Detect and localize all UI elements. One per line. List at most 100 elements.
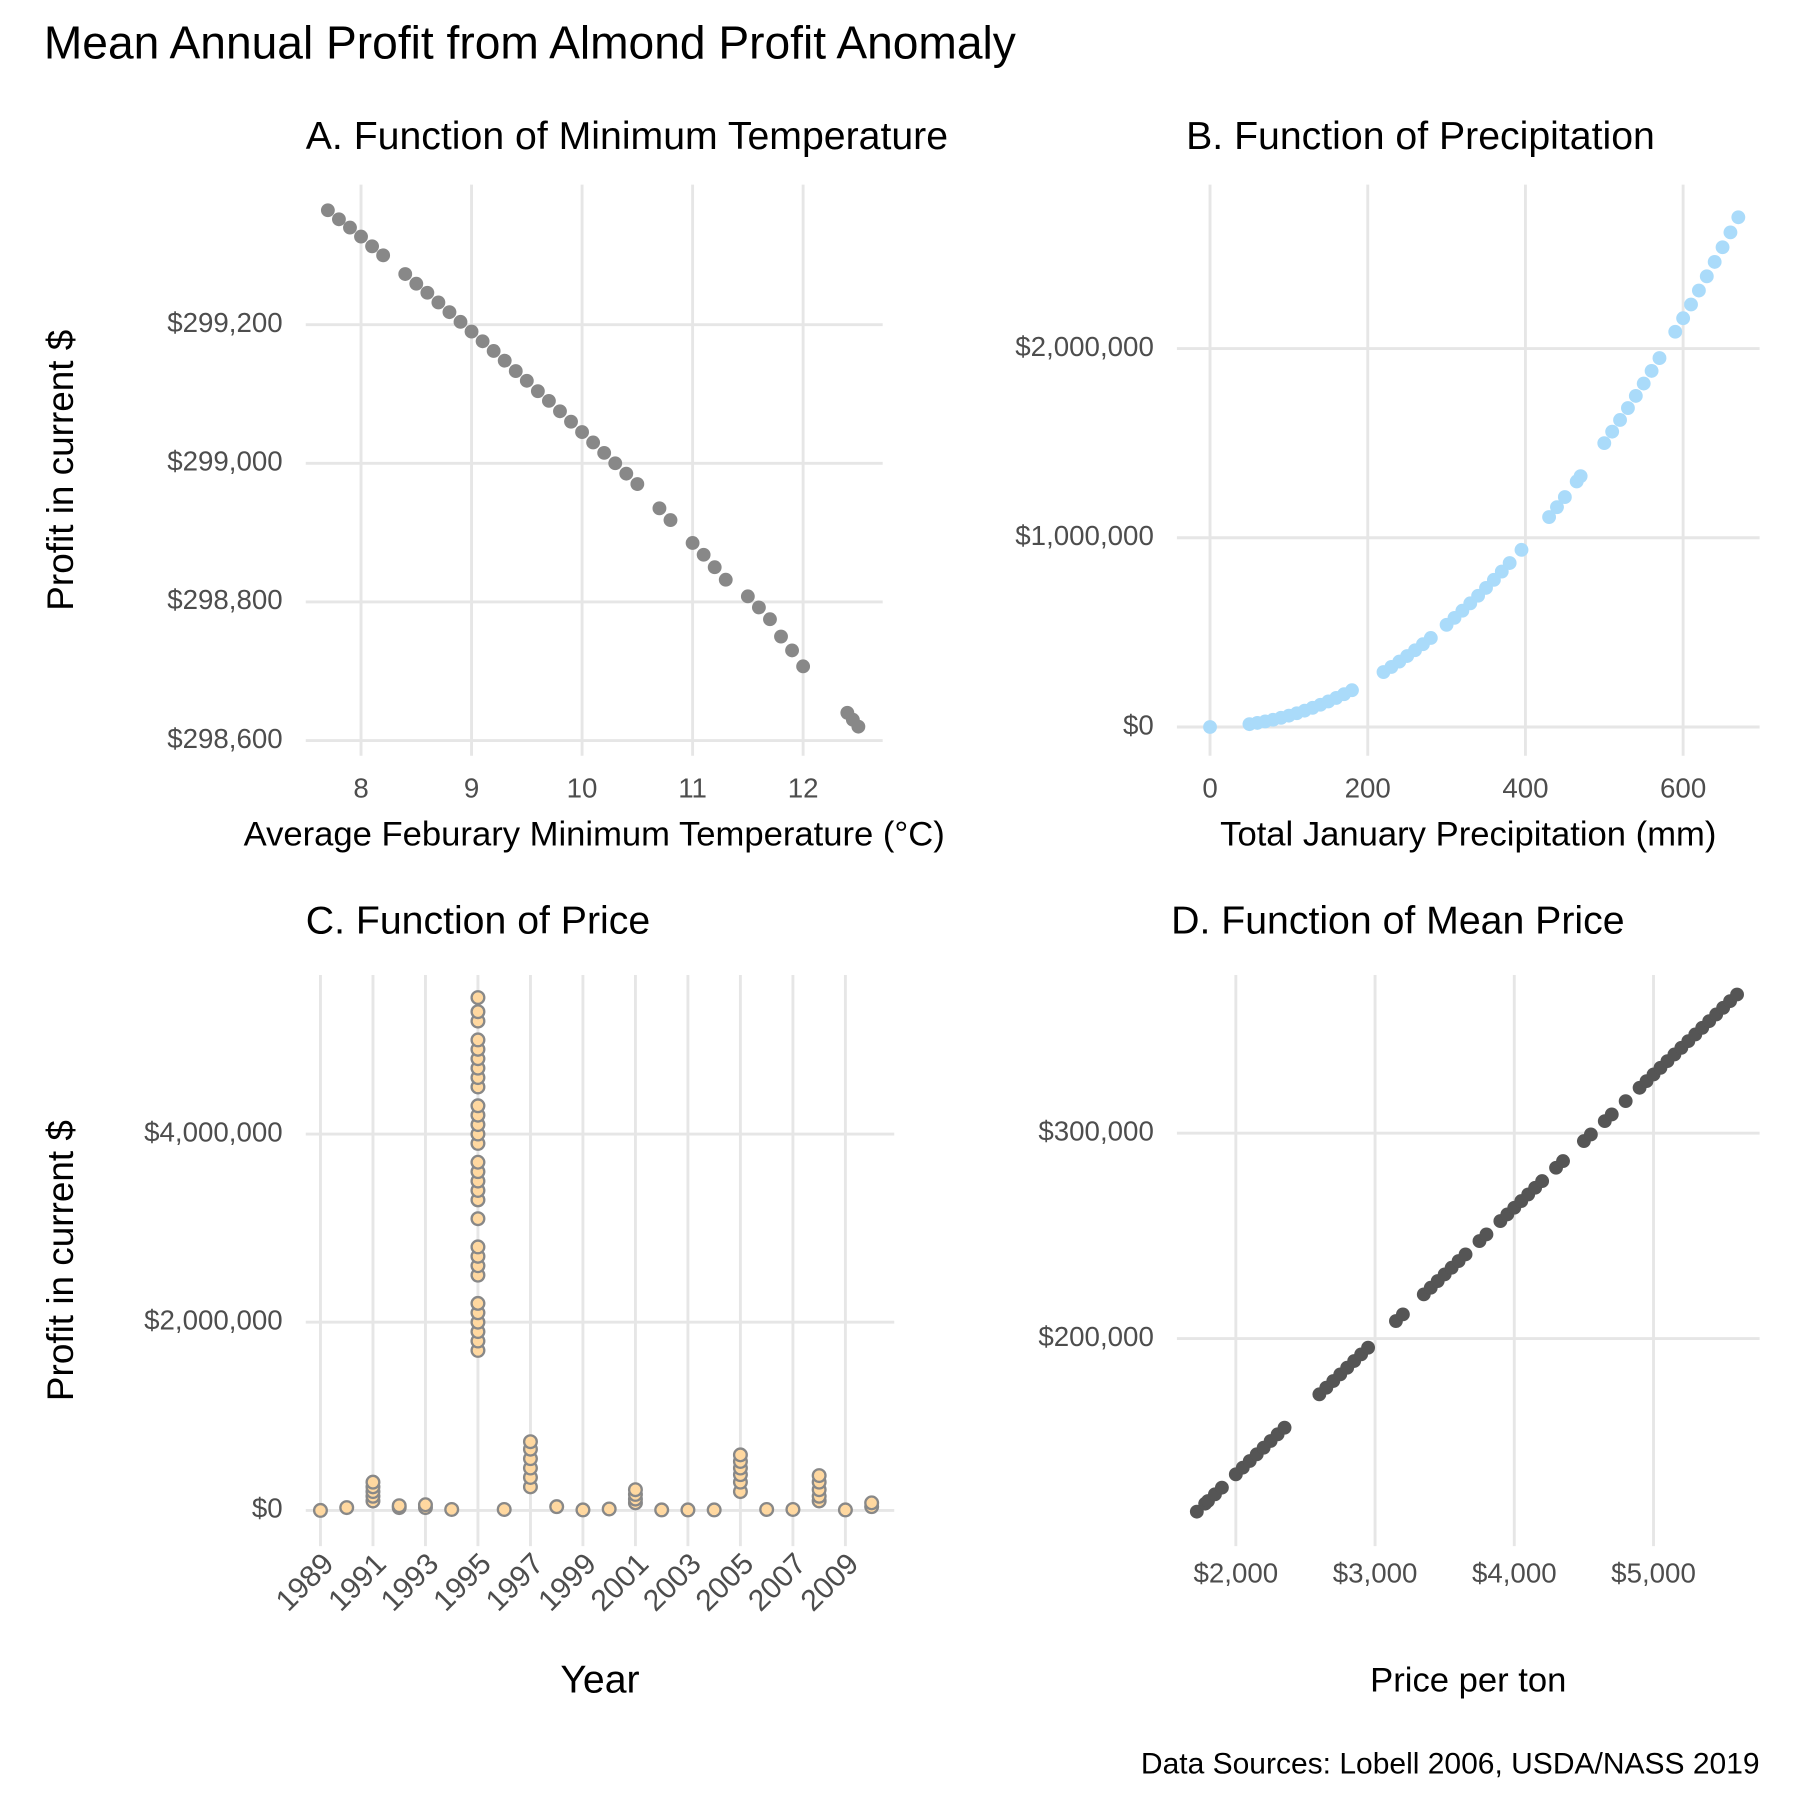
panel-title: C. Function of Price [306, 898, 650, 942]
point [339, 1500, 355, 1516]
point [608, 456, 623, 471]
point [1345, 683, 1359, 698]
panel-title: A. Function of Minimum Temperature [306, 114, 948, 158]
point [343, 220, 357, 235]
point [497, 353, 512, 368]
point [365, 1474, 381, 1490]
point [619, 466, 634, 481]
caption: Data Sources: Lobell 2006, USDA/NASS 201… [1141, 1747, 1760, 1780]
point [1535, 1174, 1550, 1189]
point [601, 1501, 617, 1517]
point [1573, 469, 1588, 484]
point [785, 1501, 801, 1517]
point [1361, 1340, 1376, 1355]
point [1618, 1094, 1633, 1109]
point [420, 285, 435, 300]
point [470, 1239, 486, 1255]
x-tick-label: 11 [678, 773, 707, 804]
point [1550, 500, 1564, 515]
point [1715, 240, 1730, 255]
point [470, 1154, 486, 1170]
y-tick-label: $298,800 [167, 584, 282, 615]
point [1604, 1107, 1619, 1122]
point [575, 1502, 591, 1518]
point [417, 1497, 433, 1513]
x-tick-label: 1997 [480, 1547, 551, 1618]
point [1395, 1307, 1410, 1322]
point [1676, 311, 1691, 326]
point [442, 305, 457, 320]
point [663, 513, 678, 528]
point [1731, 210, 1746, 225]
point [1668, 324, 1683, 339]
point [785, 643, 799, 658]
point [707, 560, 722, 575]
y-tick-label: $2,000,000 [144, 1305, 283, 1336]
point [1597, 436, 1612, 451]
x-tick-label: $2,000 [1193, 1557, 1278, 1588]
point [470, 1032, 486, 1048]
point [365, 239, 380, 254]
x-tick-label: 1999 [532, 1547, 603, 1618]
point [1514, 542, 1529, 557]
point [718, 572, 733, 587]
x-axis-title: Total January Precipitation (mm) [1220, 816, 1716, 854]
x-tick-label: 0 [1202, 773, 1217, 804]
y-tick-label: $4,000,000 [144, 1116, 283, 1147]
x-tick-label: 2009 [795, 1547, 866, 1618]
point [1707, 254, 1722, 269]
x-tick-label: 200 [1345, 773, 1391, 804]
point [837, 1502, 853, 1518]
point [1214, 1480, 1229, 1495]
y-tick-label: $300,000 [1038, 1115, 1153, 1146]
point [864, 1495, 880, 1511]
point [1699, 269, 1714, 284]
point [1502, 556, 1517, 570]
point [1621, 401, 1635, 415]
point [1644, 363, 1659, 378]
point [630, 477, 645, 491]
point [796, 659, 811, 674]
x-tick-label: 9 [464, 773, 479, 804]
point [1652, 351, 1667, 366]
point [332, 212, 346, 227]
point [564, 414, 578, 429]
point [470, 1295, 486, 1311]
point [759, 1501, 775, 1517]
point [530, 384, 545, 399]
point [1684, 297, 1698, 312]
point [774, 629, 788, 644]
point [1556, 1154, 1570, 1169]
x-tick-label: 2001 [585, 1547, 656, 1618]
point [376, 248, 391, 263]
x-tick-label: 1991 [322, 1547, 393, 1618]
point [740, 589, 755, 604]
x-tick-label: 1989 [270, 1547, 341, 1618]
point [1628, 388, 1643, 403]
point [1479, 1227, 1494, 1242]
figure-title: Mean Annual Profit from Almond Profit An… [44, 16, 1016, 68]
x-tick-label: $5,000 [1611, 1557, 1696, 1588]
x-tick-label: $3,000 [1333, 1557, 1418, 1588]
point [1730, 987, 1744, 1002]
point [464, 324, 479, 339]
point [541, 393, 556, 408]
point [496, 1501, 512, 1517]
x-tick-label: 1995 [427, 1547, 498, 1618]
point [1458, 1247, 1473, 1262]
point [320, 203, 335, 218]
panel-title: D. Function of Mean Price [1171, 898, 1624, 942]
y-axis-title: Profit in current $ [40, 330, 81, 611]
point [470, 1004, 486, 1020]
point [409, 276, 424, 291]
y-tick-label: $299,000 [167, 446, 282, 477]
point [354, 229, 368, 244]
point [851, 719, 866, 734]
x-tick-label: 8 [353, 773, 368, 804]
x-tick-label: 2005 [690, 1547, 761, 1618]
point [1583, 1127, 1598, 1142]
point [706, 1502, 722, 1518]
point [1636, 376, 1651, 391]
x-tick-label: 2003 [637, 1547, 708, 1618]
